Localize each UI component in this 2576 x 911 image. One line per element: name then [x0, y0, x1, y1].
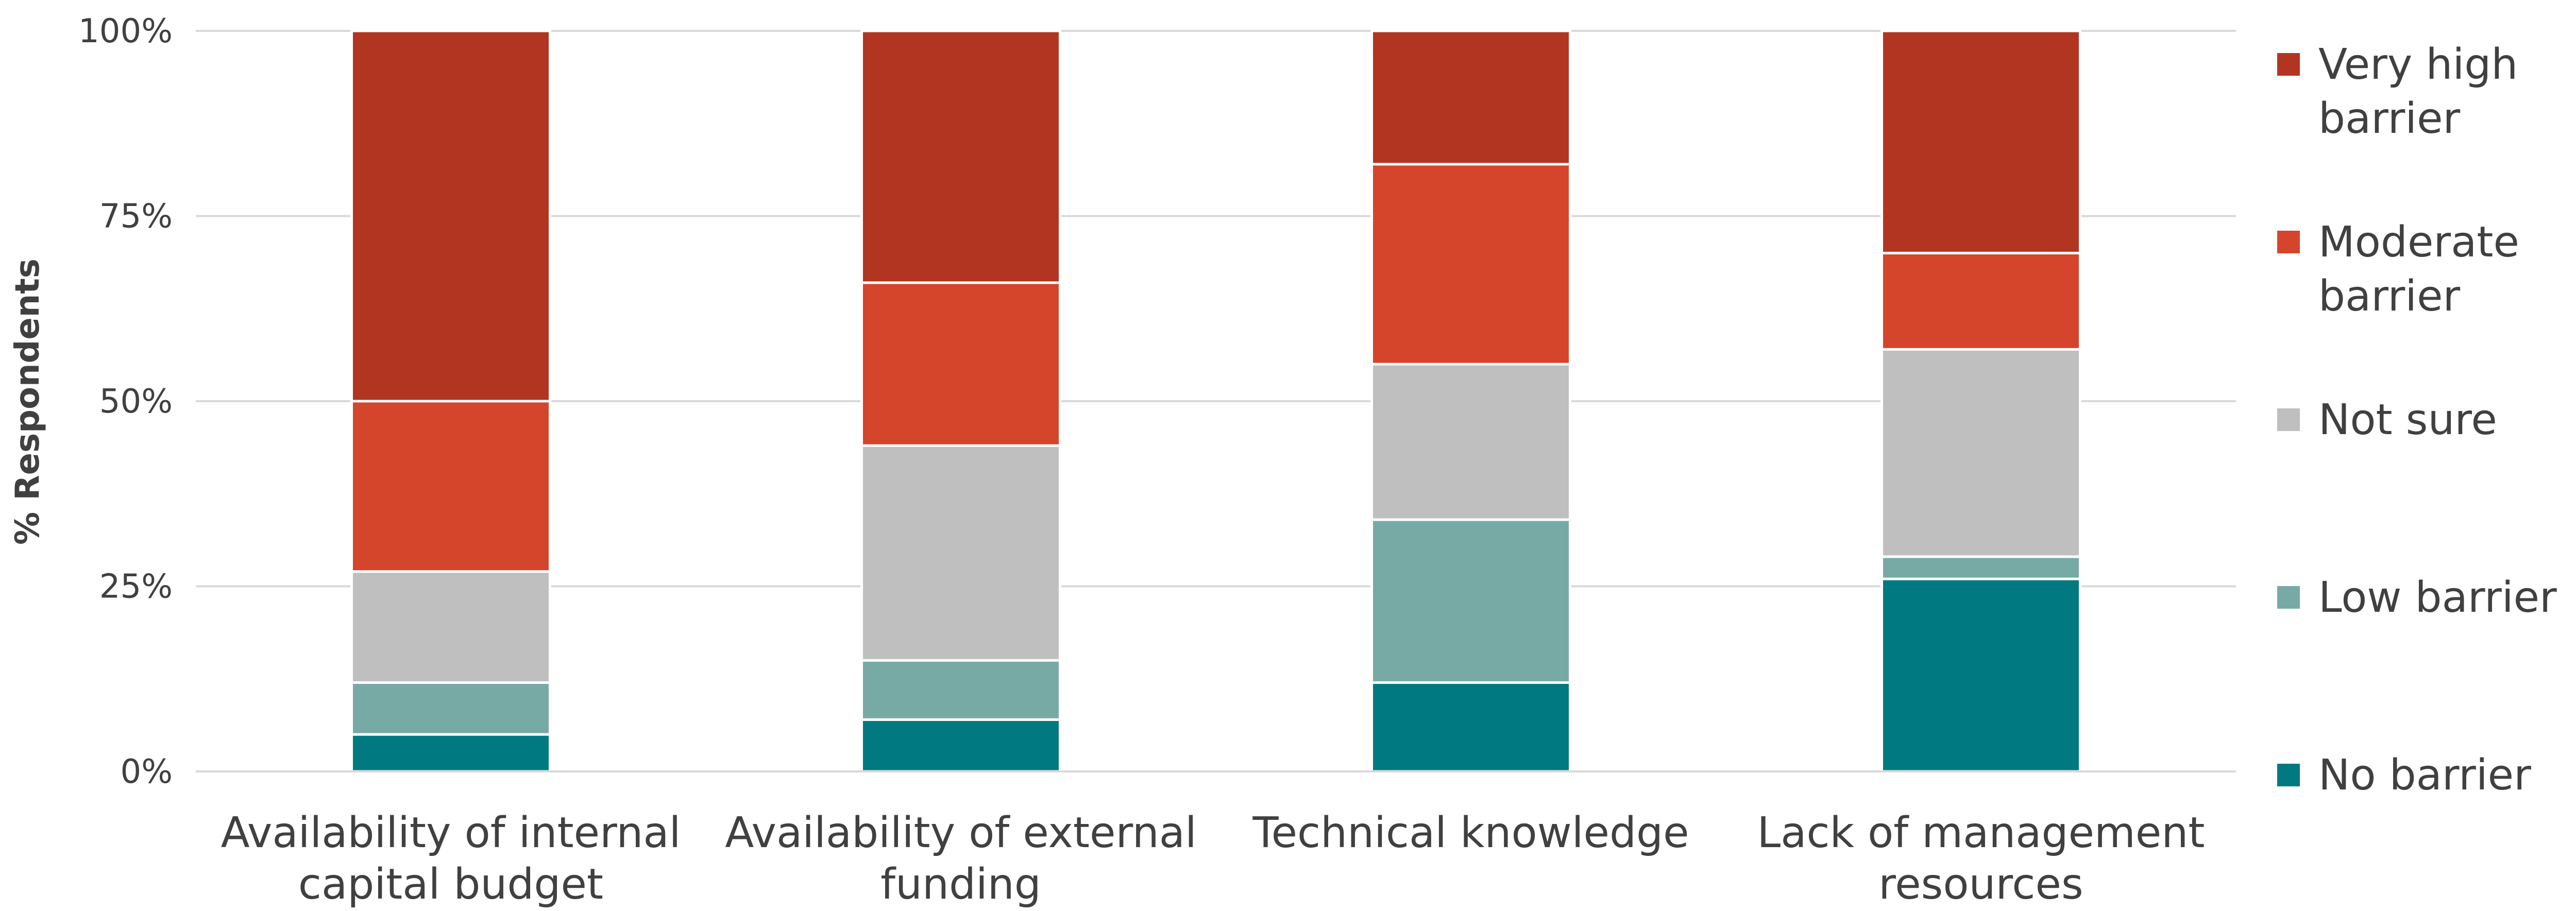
y-tick-label: 100% [78, 12, 173, 50]
y-tick-label: 75% [99, 198, 173, 236]
bar-segment [1880, 251, 2081, 351]
x-category-label: Availability of external funding [725, 809, 1197, 909]
x-category-label: Technical knowledge [1252, 809, 1689, 857]
bar-segment [860, 444, 1061, 662]
bar-segment [860, 281, 1061, 447]
bar-segment [860, 659, 1061, 721]
legend-label: Moderate barrier [2318, 218, 2519, 321]
legend-label: No barrier [2318, 751, 2531, 800]
x-category-label: Lack of management resources [1757, 809, 2205, 909]
legend-item: Not sure [2277, 396, 2497, 444]
bar-segment [1880, 577, 2081, 773]
legend-swatch [2277, 764, 2300, 786]
legend-item: Moderate barrier [2277, 218, 2519, 321]
bar-segment [350, 733, 551, 773]
bar-segment [350, 681, 551, 736]
bar-segment [1370, 681, 1571, 773]
bar-segment [1370, 29, 1571, 166]
legend: Very high barrier Moderate barrier Not sure L… [2277, 40, 2557, 800]
bar-segment [860, 29, 1061, 284]
bar-segment [350, 29, 551, 403]
legend-label: Very high barrier [2318, 40, 2518, 143]
bar-segment [1370, 163, 1571, 366]
legend-item: No barrier [2277, 751, 2531, 800]
y-tick-label: 50% [99, 383, 173, 421]
legend-item: Low barrier [2277, 573, 2557, 622]
bar-segment [1370, 518, 1571, 684]
bar-segment [350, 400, 551, 573]
x-category-label: Availability of internal capital budget [221, 809, 681, 909]
bar-segment [1880, 29, 2081, 254]
legend-swatch [2277, 408, 2300, 431]
bar-segment [350, 570, 551, 684]
bars [350, 29, 2081, 773]
y-axis-label: % Respondents [9, 259, 47, 545]
y-tick-label: 0% [120, 753, 173, 791]
y-tick-label: 25% [99, 568, 173, 606]
bar-segment [1370, 363, 1571, 521]
bar-segment [860, 718, 1061, 773]
legend-label: Low barrier [2318, 573, 2557, 622]
legend-swatch [2277, 586, 2300, 609]
legend-swatch [2277, 53, 2300, 76]
x-axis-category-labels: Availability of internal capital budget Av… [221, 809, 2205, 909]
bar-segment [1880, 348, 2081, 558]
bar-segment [1880, 555, 2081, 580]
y-axis-ticks: 0% 25% 50% 75% 100% [78, 12, 173, 791]
legend-item: Very high barrier [2277, 40, 2518, 143]
legend-swatch [2277, 231, 2300, 253]
legend-label: Not sure [2318, 396, 2497, 444]
